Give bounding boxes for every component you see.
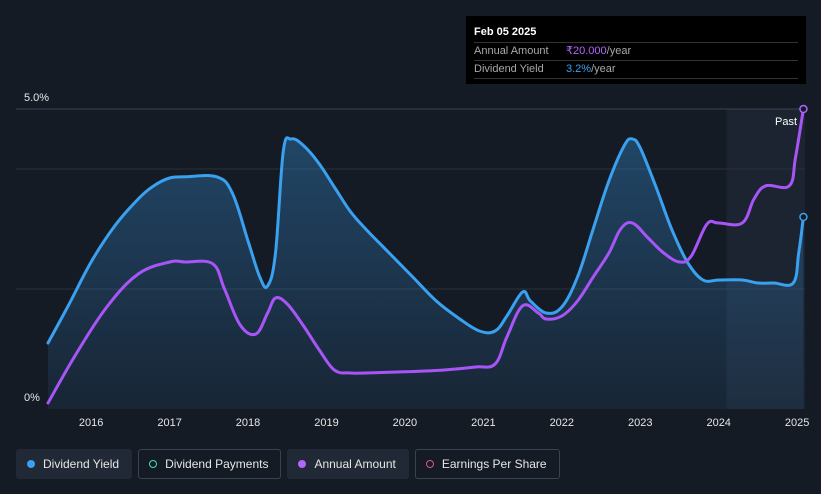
x-tick-label: 2025	[785, 417, 809, 429]
tooltip: Feb 05 2025 Annual Amount ₹20.000 /year …	[466, 16, 806, 84]
earnings-per-share-ring-icon	[425, 460, 434, 468]
chart-legend: Dividend Yield Dividend Payments Annual …	[16, 449, 560, 479]
tooltip-annual-amount-row: Annual Amount ₹20.000 /year	[474, 43, 798, 61]
y-axis-ticks: 5.0% 0%	[24, 92, 49, 404]
tooltip-annual-amount-unit: /year	[606, 45, 632, 57]
legend-label: Annual Amount	[314, 457, 396, 471]
legend-label: Dividend Payments	[165, 457, 269, 471]
x-tick-label: 2021	[471, 417, 495, 429]
dividend-yield-dot-icon	[27, 460, 35, 468]
dividend-yield-end-marker[interactable]	[799, 212, 808, 222]
x-tick-label: 2018	[236, 417, 260, 429]
legend-dividend-yield[interactable]: Dividend Yield	[16, 449, 133, 479]
annual-amount-end-marker[interactable]	[799, 104, 808, 114]
past-label: Past	[775, 116, 797, 128]
legend-annual-amount[interactable]: Annual Amount	[287, 449, 409, 479]
dividend-payments-ring-icon	[149, 460, 158, 468]
x-tick-label: 2019	[314, 417, 338, 429]
legend-label: Dividend Yield	[43, 457, 120, 471]
x-tick-label: 2023	[628, 417, 652, 429]
legend-dividend-payments[interactable]: Dividend Payments	[138, 449, 282, 479]
x-tick-label: 2020	[393, 417, 417, 429]
tooltip-dividend-yield-row: Dividend Yield 3.2% /year	[474, 61, 798, 79]
x-tick-label: 2016	[79, 417, 103, 429]
tooltip-date: Feb 05 2025	[474, 24, 798, 43]
annual-amount-dot-icon	[298, 460, 307, 468]
x-tick-label: 2022	[550, 417, 574, 429]
x-tick-label: 2017	[157, 417, 181, 429]
y-tick-label: 0%	[24, 392, 40, 404]
tooltip-dividend-yield-value: 3.2%	[566, 63, 592, 75]
annual-amount-line	[46, 107, 805, 405]
tooltip-annual-amount-label: Annual Amount	[474, 45, 549, 57]
x-axis-ticks: 2016 2017 2018 2019 2020 2021 2022 2023 2024 2025	[79, 417, 809, 429]
tooltip-dividend-yield-unit: /year	[591, 63, 616, 75]
tooltip-dividend-yield-label: Dividend Yield	[474, 63, 544, 75]
legend-label: Earnings Per Share	[441, 457, 547, 471]
y-tick-label: 5.0%	[24, 92, 49, 104]
x-tick-label: 2024	[706, 417, 730, 429]
dividend-yield-area	[48, 137, 804, 409]
tooltip-annual-amount-value: ₹20.000	[566, 45, 607, 57]
legend-earnings-per-share[interactable]: Earnings Per Share	[414, 449, 560, 479]
